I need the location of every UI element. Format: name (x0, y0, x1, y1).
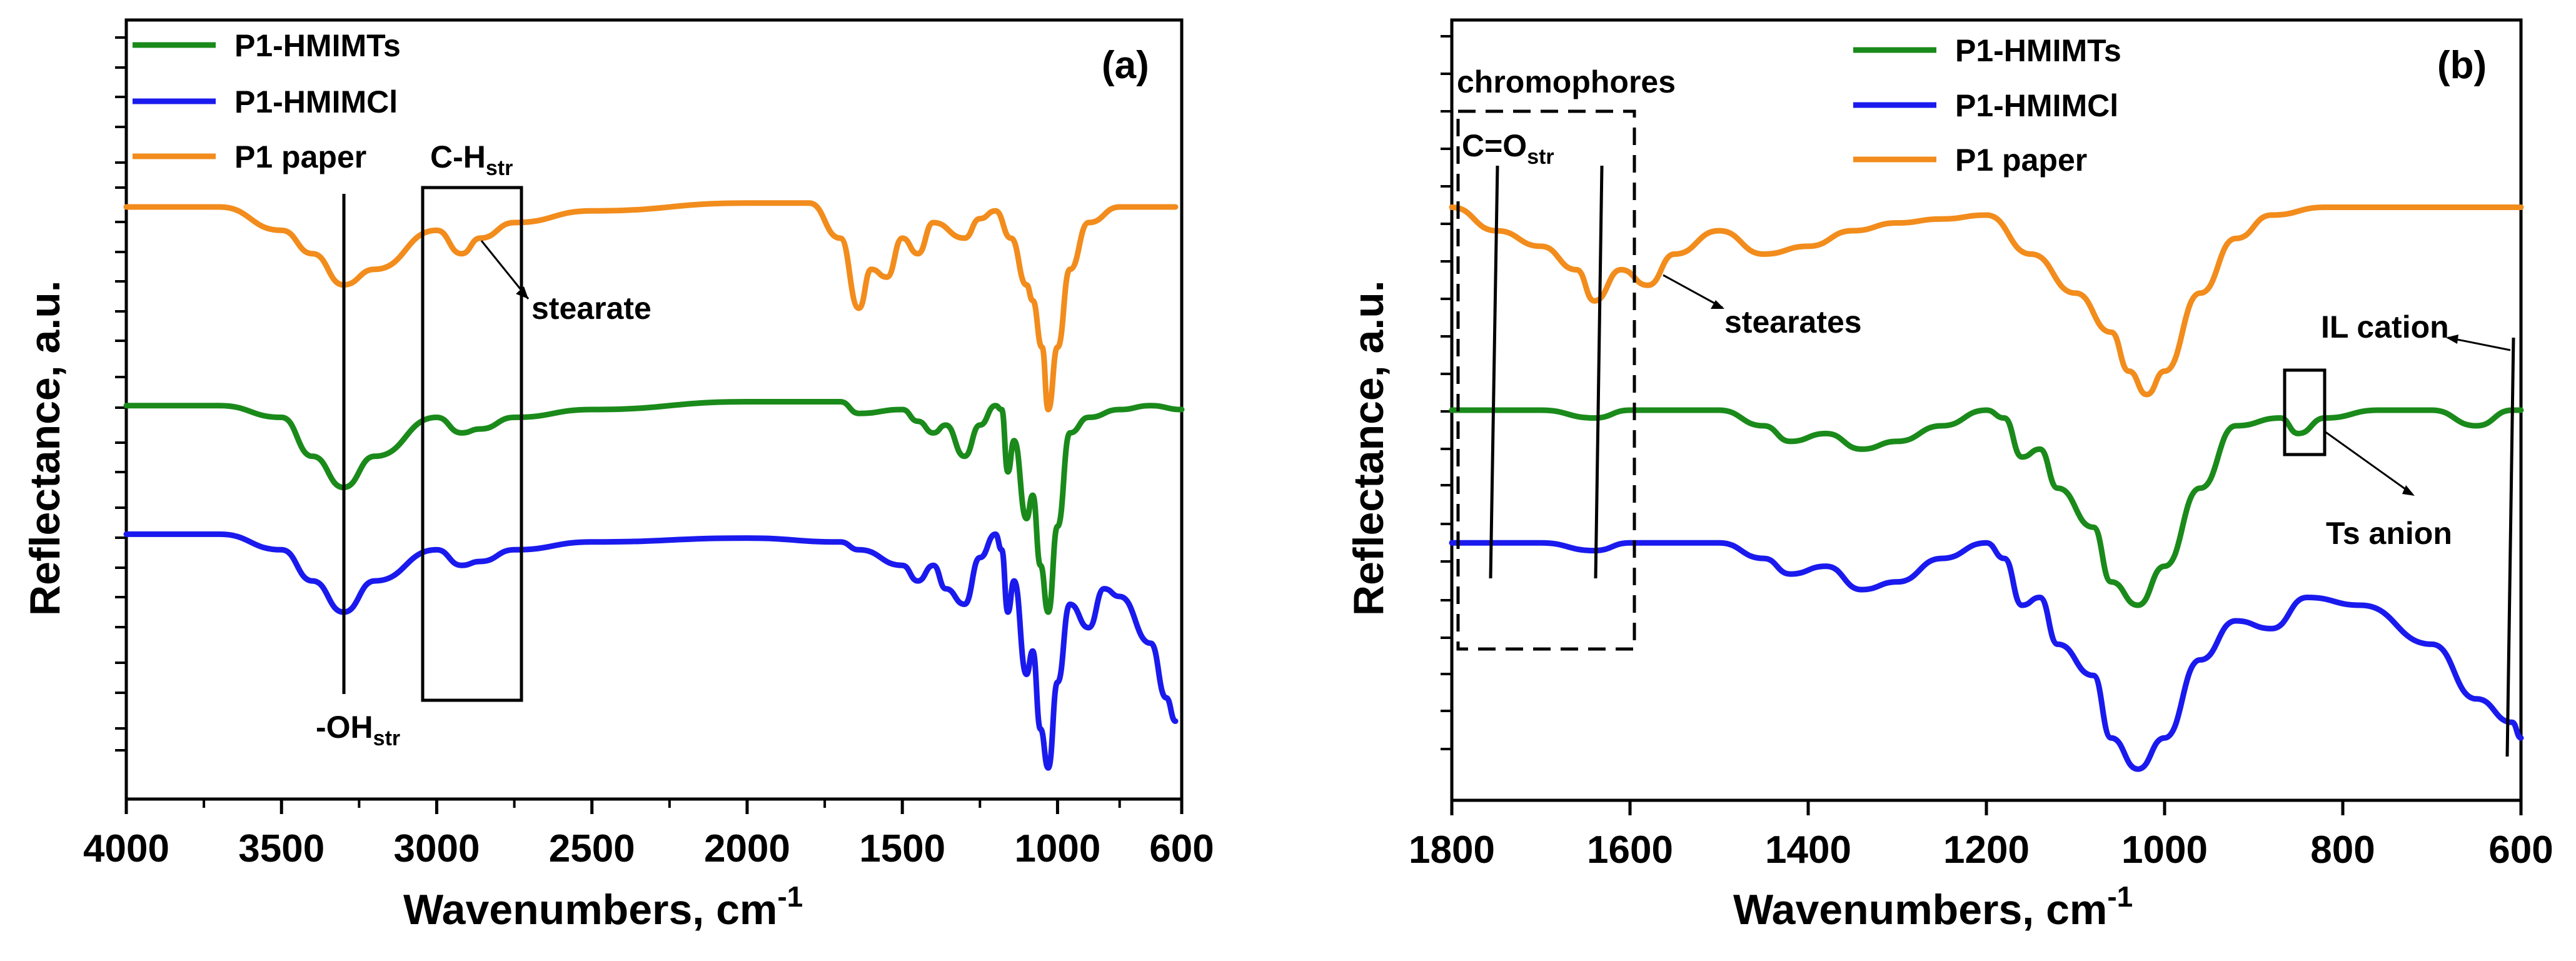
il-cation-arrow (2447, 336, 2511, 351)
stearates-arrowhead (1711, 300, 1724, 309)
panel-a-x-tick-label: 4000 (83, 827, 169, 870)
panel-a-series-p1-hmimcl (123, 531, 1179, 771)
ts-anion-label: Ts anion (2326, 516, 2452, 551)
stearate-label: stearate (531, 291, 652, 326)
panel-a: 4000 3500 3000 2500 2000 1500 1000 600 P1-HMIMT… (21, 18, 1214, 933)
panel-b-label: (b) (2437, 44, 2487, 87)
panel-a-label: (a) (1102, 44, 1149, 87)
chromophores-label: chromophores (1457, 64, 1676, 99)
panel-a-xlabel: Wavenumbers, cm-1 (403, 880, 803, 933)
panel-b-x-tick-label: 1800 (1409, 828, 1495, 872)
panel-a-series-p1-hmimts (123, 398, 1185, 615)
panel-a-series-p1-paper (123, 200, 1179, 413)
il-cation-arrowhead (2446, 335, 2458, 344)
panel-a-x-tick-label: 2500 (549, 827, 635, 870)
panel-a-x-tick-label: 1500 (859, 827, 945, 870)
panel-a-x-tick-label: 1000 (1014, 827, 1100, 870)
panel-b-x-tick-label: 1000 (2121, 828, 2208, 872)
stearate-arrow (480, 240, 530, 299)
panel-b-series-p1-hmimts (1449, 407, 2524, 608)
legend-a-label-hmimcl: P1-HMIMCl (234, 84, 398, 119)
co-label: C=Ostr (1462, 128, 1554, 169)
legend-b-label-hmimcl: P1-HMIMCl (1955, 88, 2118, 123)
oh-label: -OHstr (316, 710, 400, 750)
panel-b-xlabel: Wavenumbers, cm-1 (1733, 880, 2133, 933)
ts-anion-arrow (2324, 430, 2413, 495)
panel-b-x-tick-label: 600 (2488, 828, 2553, 872)
legend-a-label-paper: P1 paper (234, 139, 366, 174)
legend-a-label-hmimts: P1-HMIMTs (234, 28, 401, 63)
chromophores-box (1456, 109, 1636, 651)
panel-b-ylabel: Reflectance, a.u. (1345, 280, 1392, 616)
panel-b: 1800 1600 1400 1200 1000 800 600 P1-HMIMTs P1-… (1345, 18, 2553, 933)
panel-b-series-p1-paper (1449, 204, 2524, 398)
panel-b-series-p1-hmimcl (1449, 540, 2524, 772)
ch-str-box (421, 186, 523, 702)
stearates-arrow (1663, 274, 1723, 309)
panel-b-x-tick-label: 1200 (1943, 828, 2030, 872)
stearates-label: stearates (1724, 304, 1862, 340)
co-marker-line-2 (1594, 165, 1604, 579)
stearate-arrowhead (516, 286, 528, 299)
legend-b-label-paper: P1 paper (1955, 143, 2087, 178)
panel-a-ylabel: Reflectance, a.u. (21, 280, 69, 616)
il-cation-label: IL cation (2321, 309, 2449, 345)
ch-label: C-Hstr (430, 139, 513, 180)
il-cation-marker-line (2505, 337, 2515, 757)
panel-a-x-tick-label: 3000 (394, 827, 480, 870)
panel-b-ticks: 1800 1600 1400 1200 1000 800 600 (1409, 35, 2553, 872)
panel-a-x-tick-label: 600 (1149, 827, 1214, 870)
panel-a-series (123, 200, 1185, 771)
panel-b-x-tick-label: 1600 (1587, 828, 1673, 872)
panel-a-ticks: 4000 3500 3000 2500 2000 1500 1000 600 (83, 36, 1214, 870)
legend-b-label-hmimts: P1-HMIMTs (1955, 33, 2121, 68)
panel-b-series (1449, 204, 2524, 772)
panel-b-x-tick-label: 800 (2310, 828, 2375, 872)
panel-b-x-tick-label: 1400 (1765, 828, 1851, 872)
ts-anion-arrowhead (2402, 485, 2415, 496)
ts-anion-box (2283, 368, 2327, 456)
panel-a-x-tick-label: 3500 (238, 827, 325, 870)
co-marker-line-1 (1489, 165, 1499, 579)
panel-a-x-tick-label: 2000 (704, 827, 790, 870)
